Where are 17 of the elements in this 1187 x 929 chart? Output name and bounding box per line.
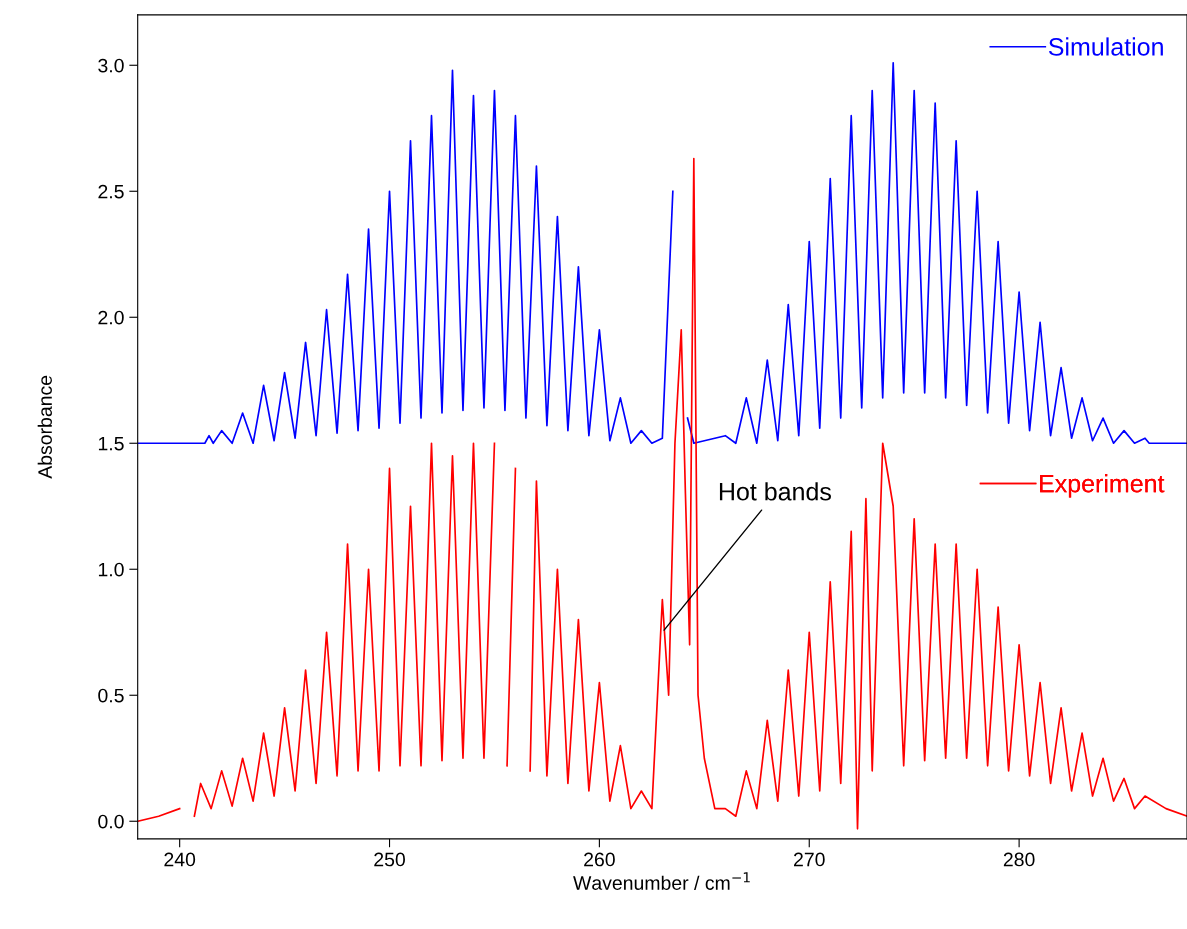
y-tick-label: 0.5 xyxy=(98,688,124,703)
x-tick-label: 240 xyxy=(164,852,196,867)
y-axis-title: Absorbance xyxy=(37,375,52,479)
y-tick-label: 1.5 xyxy=(98,436,124,451)
x-axis-title: Wavenumber / cm$^{−1}$ xyxy=(573,872,750,890)
x-tick-label: 250 xyxy=(374,852,405,867)
y-tick-label: 2.5 xyxy=(98,184,124,199)
y-tick-label: 1.0 xyxy=(98,562,124,577)
annotation: Hot bands xyxy=(719,482,831,501)
x-tick-label: 270 xyxy=(794,852,825,867)
x-tick-label: 260 xyxy=(584,852,615,867)
legend-label: Simulation xyxy=(1048,37,1163,56)
legend-label: Experiment xyxy=(1040,474,1165,498)
y-tick-label: 2.0 xyxy=(98,310,124,325)
y-tick-label: 0.0 xyxy=(98,814,124,829)
y-tick-label: 3.0 xyxy=(98,58,124,73)
x-tick-label: 280 xyxy=(1003,852,1035,867)
